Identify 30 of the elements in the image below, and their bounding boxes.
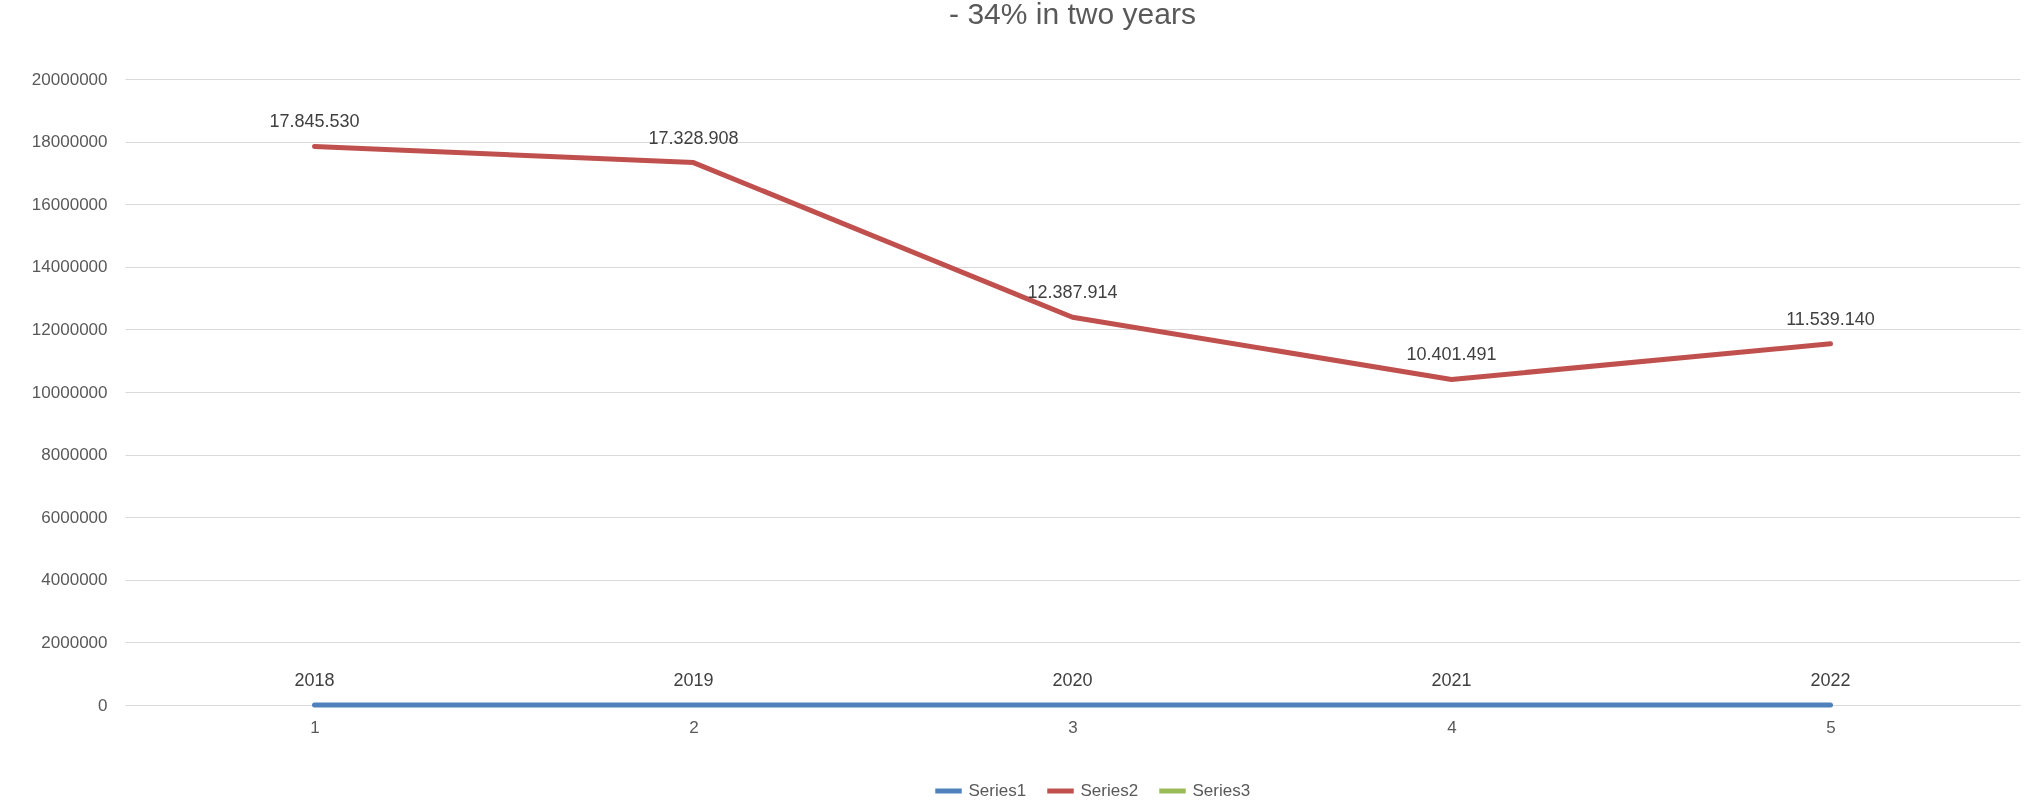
legend-label: Series1 [968, 781, 1027, 800]
y-tick-label: 2000000 [41, 632, 108, 652]
y-tick-label: 4000000 [41, 570, 108, 590]
y-tick-label: 18000000 [31, 132, 108, 152]
chart-title: - 34% in two years [949, 0, 1196, 30]
y-tick-label: 16000000 [31, 194, 108, 214]
data-label: 2018 [294, 669, 335, 690]
x-tick-label: 3 [1068, 717, 1078, 737]
legend-label: Series2 [1080, 781, 1139, 800]
y-tick-label: 12000000 [31, 319, 108, 339]
data-label: 10.401.491 [1406, 344, 1497, 365]
y-tick-label: 6000000 [41, 507, 108, 527]
x-tick-label: 1 [310, 717, 320, 737]
data-label: 2020 [1052, 669, 1093, 690]
y-tick-label: 20000000 [31, 69, 108, 89]
data-label: 2022 [1810, 669, 1851, 690]
data-label: 17.845.530 [269, 111, 360, 132]
data-label: 2021 [1431, 669, 1472, 690]
x-tick-label: 5 [1826, 717, 1836, 737]
data-label: 17.328.908 [648, 127, 739, 148]
y-tick-label: 10000000 [31, 382, 108, 402]
legend-label: Series3 [1192, 781, 1251, 800]
y-tick-label: 8000000 [41, 445, 108, 465]
data-label: 12.387.914 [1027, 282, 1118, 303]
data-label: 11.539.140 [1786, 308, 1875, 329]
y-tick-label: 14000000 [31, 257, 108, 277]
data-label: 2019 [673, 669, 714, 690]
x-tick-label: 4 [1447, 717, 1457, 737]
y-tick-label: 0 [98, 695, 108, 715]
x-tick-label: 2 [689, 717, 699, 737]
